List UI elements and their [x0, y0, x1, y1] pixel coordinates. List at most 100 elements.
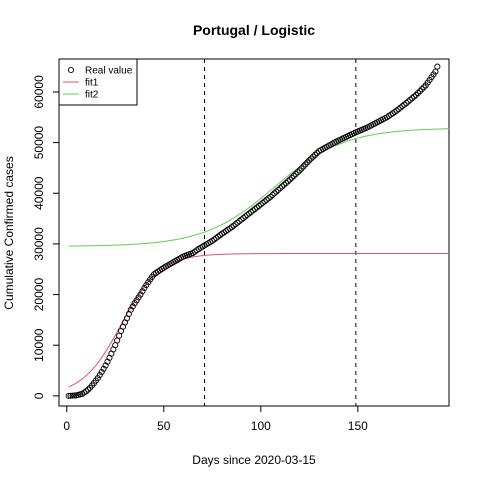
data-point	[300, 163, 307, 170]
data-point	[310, 153, 317, 160]
data-point	[67, 392, 74, 399]
data-point	[137, 291, 144, 298]
fit-lines	[68, 128, 450, 388]
data-point	[263, 196, 270, 203]
data-point	[273, 188, 280, 195]
fit2-line	[68, 128, 450, 247]
data-point	[240, 215, 247, 222]
y-tick-label-5: 50000	[32, 126, 46, 160]
data-point	[259, 199, 266, 206]
data-point	[85, 386, 92, 393]
data-point	[409, 95, 416, 102]
data-point	[230, 222, 237, 229]
data-point	[281, 181, 288, 188]
plot-area	[58, 58, 450, 407]
y-tick-label-6: 60000	[32, 75, 46, 109]
data-point	[298, 165, 305, 172]
data-point	[411, 93, 418, 100]
data-point	[71, 392, 78, 399]
x-axis: 0 50 100 150	[63, 406, 368, 433]
data-point	[403, 100, 410, 107]
data-point	[416, 88, 423, 95]
data-point	[296, 167, 303, 174]
y-tick-label-4: 40000	[32, 176, 46, 210]
data-point	[269, 192, 276, 199]
data-point	[265, 195, 272, 202]
x-axis-label: Days since 2020-03-15	[192, 453, 316, 467]
x-tick-label-3: 150	[348, 419, 368, 433]
data-point	[98, 369, 105, 376]
data-point	[418, 86, 425, 93]
data-point	[127, 306, 134, 313]
data-point	[255, 202, 262, 209]
x-tick-label-2: 100	[251, 419, 271, 433]
data-point	[432, 68, 439, 75]
x-tick-label-0: 0	[63, 419, 70, 433]
data-point	[251, 205, 259, 212]
chart-title: Portugal / Logistic	[193, 22, 315, 38]
data-point	[397, 104, 404, 111]
data-point	[228, 224, 235, 231]
data-point	[282, 179, 290, 187]
data-point	[407, 96, 414, 103]
data-point	[393, 107, 400, 114]
data-point	[401, 101, 408, 108]
x-tick-label-1: 50	[157, 419, 171, 433]
vertical-reference-lines	[204, 59, 357, 406]
y-tick-label-3: 30000	[32, 227, 46, 261]
data-point	[279, 183, 286, 190]
data-point	[65, 392, 72, 399]
data-point	[248, 208, 255, 216]
legend-label-0: Real value	[85, 66, 133, 77]
data-point	[420, 84, 427, 91]
plot-frame	[58, 58, 450, 407]
data-point	[294, 169, 301, 176]
data-point	[257, 201, 264, 208]
data-point	[288, 174, 295, 181]
data-point	[236, 218, 243, 225]
y-tick-label-2: 20000	[32, 278, 46, 312]
y-tick-label-0: 0	[32, 392, 46, 399]
data-point	[405, 98, 412, 105]
data-point	[232, 221, 239, 228]
data-point	[94, 375, 101, 382]
data-point	[302, 161, 309, 168]
data-point	[308, 155, 315, 162]
data-point	[261, 198, 268, 205]
data-point	[314, 149, 321, 157]
data-point	[271, 190, 278, 197]
y-axis: 0 10000 20000 30000 40000 50000 60000	[32, 75, 59, 399]
data-point	[306, 157, 313, 164]
data-point	[253, 204, 260, 211]
data-point	[414, 89, 422, 97]
data-point	[244, 211, 251, 219]
data-point	[286, 176, 293, 183]
data-point	[238, 216, 245, 223]
data-point	[275, 186, 282, 193]
data-point	[290, 172, 297, 179]
data-point	[267, 193, 274, 200]
data-point	[139, 288, 146, 295]
data-point	[234, 219, 241, 226]
legend-label-2: fit2	[85, 90, 99, 101]
data-point	[277, 185, 284, 192]
data-point	[434, 63, 441, 70]
data-point	[129, 303, 136, 310]
legend-label-1: fit1	[85, 78, 99, 89]
data-point	[304, 159, 311, 166]
y-tick-label-1: 10000	[32, 328, 46, 362]
data-point	[96, 372, 103, 379]
fit1-line	[68, 253, 449, 388]
data-point	[395, 106, 402, 113]
data-point	[69, 392, 76, 399]
data-point	[312, 151, 319, 158]
data-point	[284, 178, 292, 185]
data-point	[242, 213, 249, 220]
data-point	[399, 103, 406, 110]
data-point	[412, 91, 420, 99]
data-points	[65, 63, 441, 399]
data-point	[249, 207, 257, 214]
legend-symbol-0	[67, 66, 75, 74]
